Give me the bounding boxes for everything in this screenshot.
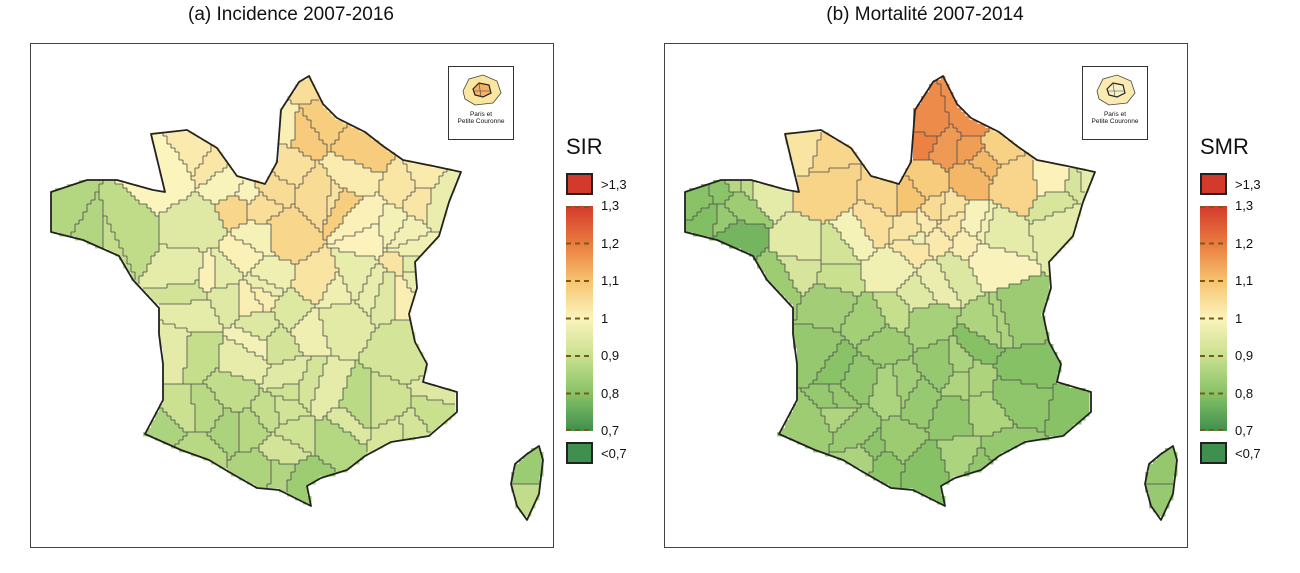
panel-b-title: (b) Mortalité 2007-2014 — [826, 4, 1024, 25]
legend-smr: SMR >1,3 <0,7 1,3 1,2 1,1 1 0,9 0,8 0,7 — [1196, 130, 1292, 470]
legend-title: SMR — [1200, 134, 1249, 159]
corsica-outline — [510, 445, 544, 521]
france-map-incidence — [50, 75, 544, 521]
legend-above-label: >1,3 — [601, 177, 627, 192]
legend-below-label: <0,7 — [601, 446, 627, 461]
paris-inset-incidence: Paris et Petite Couronne — [448, 66, 514, 140]
department-borders — [70, 99, 539, 492]
department-borders — [685, 80, 1173, 488]
france-outline — [50, 75, 462, 507]
colorbar-tick-label: 1 — [1235, 310, 1243, 326]
colorbar-tick-label: 1,2 — [1235, 235, 1254, 251]
corsica-outline — [1144, 445, 1178, 521]
paris-inset-label: Paris et Petite Couronne — [1091, 111, 1139, 125]
colorbar-tick-label: 0,8 — [601, 385, 620, 401]
map-frame-mortality: Paris et Petite Couronne — [664, 43, 1188, 548]
panel-a-title: (a) Incidence 2007-2016 — [188, 4, 394, 25]
paris-inset-map — [462, 74, 502, 106]
colorbar-tick-label: 0,9 — [1235, 348, 1254, 363]
colorbar-tick-label: 1,3 — [1235, 198, 1254, 213]
map-regions — [685, 76, 1178, 517]
colorbar-tick-label: 1,1 — [1235, 273, 1254, 288]
colorbar-tick-label: 0,8 — [1235, 385, 1254, 401]
paris-inset-label: Paris et Petite Couronne — [457, 111, 505, 125]
legend-above-swatch — [566, 173, 593, 195]
colorbar-tick-label: 0,7 — [1235, 423, 1254, 438]
map-frame-incidence: Paris et Petite Couronne — [30, 43, 554, 548]
colorbar-tick-label: 1,2 — [601, 235, 620, 251]
legend-below-label: <0,7 — [1235, 446, 1261, 461]
legend-above-swatch — [1200, 173, 1227, 195]
colorbar-tick-label: 1,3 — [601, 198, 620, 213]
colorbar-tick-label: 1 — [601, 310, 609, 326]
france-outline — [684, 75, 1096, 507]
france-map-mortality — [684, 75, 1178, 521]
legend-below-swatch — [1200, 442, 1227, 464]
map-regions — [51, 76, 544, 517]
colorbar-tick-label: 0,9 — [601, 348, 620, 363]
legend-title: SIR — [566, 134, 603, 159]
colorbar-tick-label: 0,7 — [601, 423, 620, 438]
legend-colorbar — [1200, 206, 1227, 431]
legend-colorbar — [566, 206, 593, 431]
legend-below-swatch — [566, 442, 593, 464]
legend-above-label: >1,3 — [1235, 177, 1261, 192]
paris-inset-mortality: Paris et Petite Couronne — [1082, 66, 1148, 140]
legend-sir: SIR >1,3 <0,7 1,3 1,2 1,1 1 0,9 0,8 0,7 — [562, 130, 658, 470]
paris-inset-map — [1096, 74, 1136, 106]
colorbar-tick-label: 1,1 — [601, 273, 620, 288]
